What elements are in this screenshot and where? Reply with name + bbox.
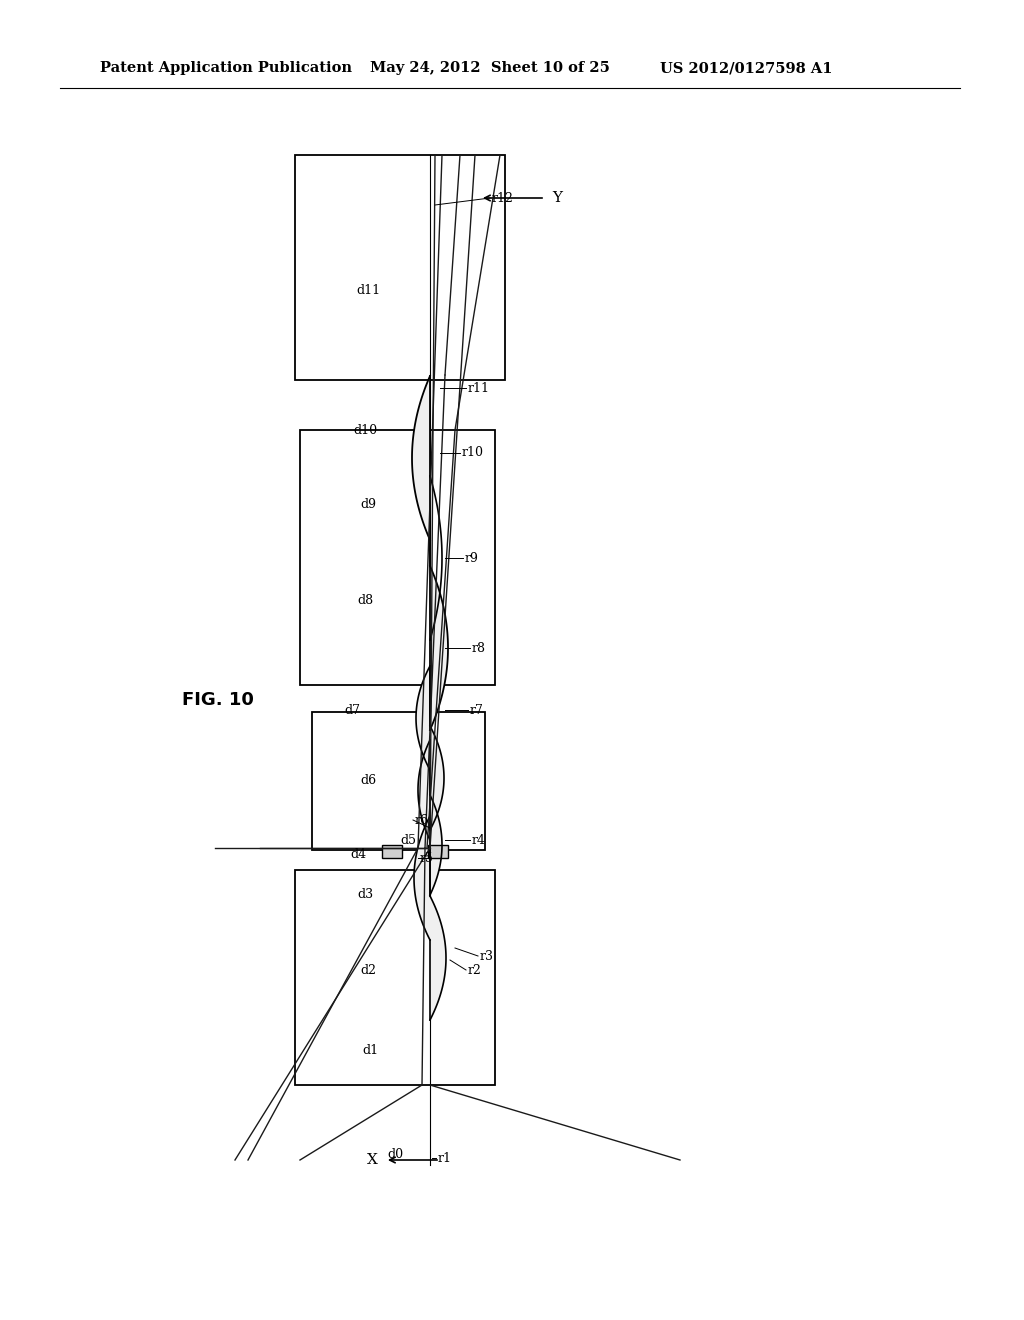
- Text: r2: r2: [468, 964, 482, 977]
- Polygon shape: [418, 741, 442, 895]
- Text: d7: d7: [344, 704, 360, 717]
- Bar: [312, 711, 485, 850]
- Text: r3: r3: [480, 949, 494, 962]
- Text: r10: r10: [462, 446, 484, 459]
- Text: r1: r1: [438, 1151, 452, 1164]
- Text: d3: d3: [357, 888, 373, 902]
- Text: r6: r6: [415, 813, 429, 826]
- Text: d8: d8: [357, 594, 373, 606]
- Text: d10: d10: [353, 424, 377, 437]
- Text: r5: r5: [420, 851, 434, 865]
- Text: r12: r12: [492, 191, 514, 205]
- Text: r11: r11: [468, 381, 490, 395]
- Text: r9: r9: [465, 552, 479, 565]
- Text: d5: d5: [400, 833, 416, 846]
- Text: d9: d9: [360, 499, 376, 511]
- Text: d4: d4: [350, 849, 366, 862]
- Text: US 2012/0127598 A1: US 2012/0127598 A1: [660, 61, 833, 75]
- Text: X: X: [368, 1152, 378, 1167]
- Text: r4: r4: [472, 833, 486, 846]
- Text: d2: d2: [360, 964, 376, 977]
- Text: FIG. 10: FIG. 10: [182, 690, 254, 709]
- Text: Y: Y: [552, 191, 562, 205]
- Text: d11: d11: [356, 284, 380, 297]
- Text: d0: d0: [387, 1148, 403, 1162]
- Bar: [300, 430, 495, 685]
- Polygon shape: [412, 376, 447, 730]
- Bar: [295, 154, 505, 380]
- Text: d6: d6: [360, 774, 376, 787]
- Bar: [295, 870, 495, 1085]
- Polygon shape: [414, 816, 446, 1020]
- Bar: [428, 845, 449, 858]
- Text: r7: r7: [470, 704, 484, 717]
- Polygon shape: [416, 667, 444, 830]
- Text: May 24, 2012  Sheet 10 of 25: May 24, 2012 Sheet 10 of 25: [370, 61, 610, 75]
- Text: Patent Application Publication: Patent Application Publication: [100, 61, 352, 75]
- Text: r8: r8: [472, 642, 486, 655]
- Text: d1: d1: [361, 1044, 378, 1056]
- Bar: [382, 845, 402, 858]
